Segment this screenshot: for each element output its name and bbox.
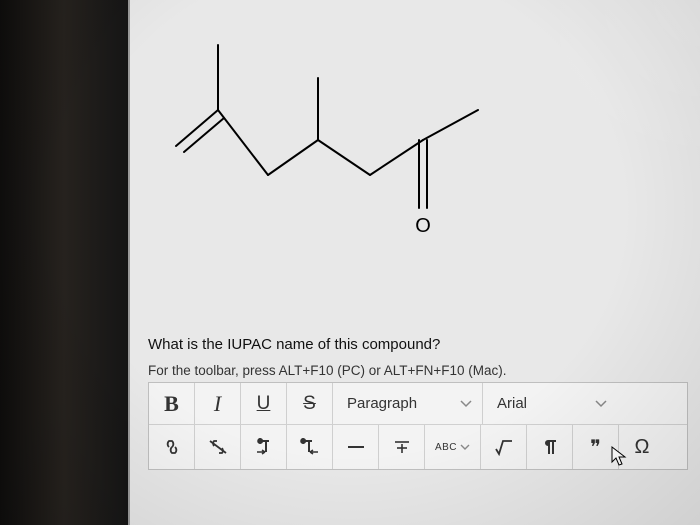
insert-button[interactable]: [379, 425, 425, 469]
toolbar-row-2: ABC ❞: [149, 425, 687, 469]
left-margin: [0, 0, 128, 525]
sqrt-icon: [494, 438, 514, 456]
ltr-button[interactable]: [241, 425, 287, 469]
paragraph-style-label: Paragraph: [347, 395, 417, 412]
oxygen-label: O: [415, 215, 431, 237]
strikethrough-button[interactable]: S: [287, 383, 333, 424]
special-char-button[interactable]: Ω: [619, 425, 665, 469]
pilcrow-icon: [542, 438, 558, 456]
link-icon: [161, 438, 183, 456]
bold-button[interactable]: B: [149, 383, 195, 424]
rtl-button[interactable]: [287, 425, 333, 469]
chevron-down-icon: [595, 395, 607, 412]
paragraph-style-select[interactable]: Paragraph: [333, 383, 483, 424]
editor-toolbar: B I U S Paragraph Arial: [148, 382, 688, 470]
font-family-label: Arial: [497, 395, 527, 412]
italic-button[interactable]: I: [195, 383, 241, 424]
content-panel: O What is the IUPAC name of this compoun…: [128, 0, 700, 525]
horizontal-rule-button[interactable]: [333, 425, 379, 469]
link-button[interactable]: [149, 425, 195, 469]
content-inner: O What is the IUPAC name of this compoun…: [130, 0, 700, 470]
question-text: What is the IUPAC name of this compound?: [148, 336, 692, 353]
abc-label: ABC: [435, 442, 457, 453]
toolbar-row-1: B I U S Paragraph Arial: [149, 383, 687, 425]
unlink-icon: [207, 438, 229, 456]
pilcrow-button[interactable]: [527, 425, 573, 469]
underline-button[interactable]: U: [241, 383, 287, 424]
pilcrow-ltr-icon: [254, 438, 274, 456]
pilcrow-rtl-icon: [299, 438, 321, 456]
spellcheck-button[interactable]: ABC: [425, 425, 481, 469]
unlink-button[interactable]: [195, 425, 241, 469]
chevron-down-icon: [460, 395, 472, 412]
insert-line-icon: [392, 438, 412, 456]
minus-icon: [346, 438, 366, 456]
viewport: O What is the IUPAC name of this compoun…: [0, 0, 700, 525]
font-family-select[interactable]: Arial: [483, 383, 617, 424]
math-button[interactable]: [481, 425, 527, 469]
molecule-diagram: O: [148, 10, 692, 330]
chevron-down-icon: [460, 444, 470, 451]
blockquote-button[interactable]: ❞: [573, 425, 619, 469]
toolbar-hint: For the toolbar, press ALT+F10 (PC) or A…: [148, 363, 692, 378]
